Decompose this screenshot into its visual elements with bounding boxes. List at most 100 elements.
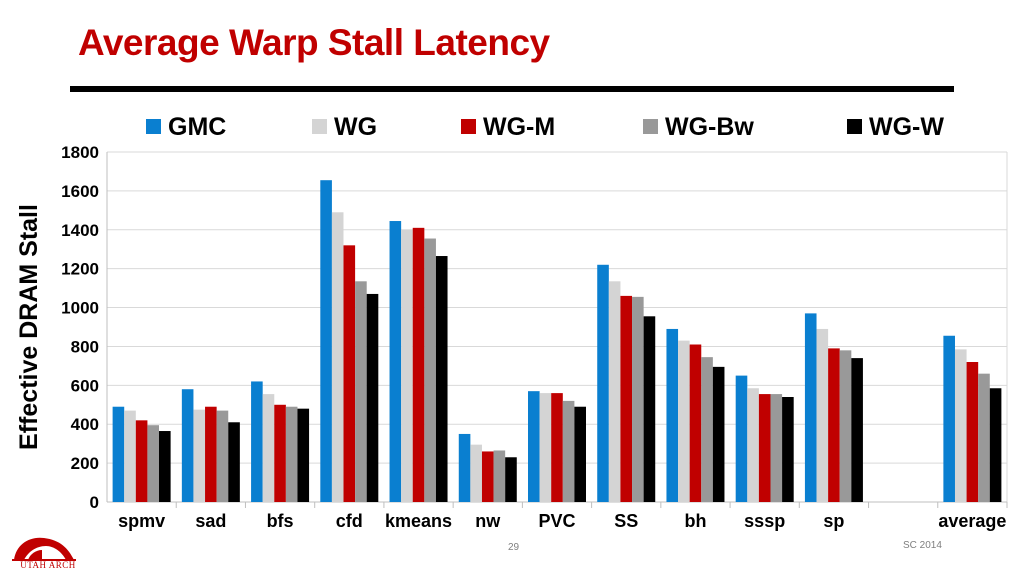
bar [355,281,367,502]
x-tick-label: bh [684,511,706,531]
legend-swatch [312,119,327,134]
page-number: 29 [508,542,520,553]
x-tick-label: sssp [744,511,785,531]
bar [989,388,1002,502]
y-tick-label: 1800 [61,143,99,162]
x-tick-label: kmeans [385,511,452,531]
chart-bars [112,180,1002,503]
bar [401,229,413,502]
x-tick-label: sad [195,511,226,531]
bar [828,348,840,502]
bar-chart: GMC WG WG-M WG-Bw WG-W 0 200 400 600 800 1000 1200… [15,113,1008,531]
bar [262,394,275,502]
bar [943,335,955,502]
utah-arch-logo [12,537,76,561]
legend-label: WG-M [483,113,555,141]
bar [804,313,817,502]
chart-legend: GMC WG WG-M WG-Bw WG-W [146,113,944,141]
bar [574,406,586,502]
bar [181,389,194,502]
bar [747,388,759,502]
bar [481,451,494,502]
bar [285,406,298,502]
bar [424,238,436,502]
bar [816,328,829,502]
bar [366,293,379,502]
bar [954,349,967,502]
bar [758,394,771,502]
bar [274,404,286,502]
x-tick-label: PVC [538,511,575,531]
y-axis-ticks: 0 200 400 600 800 1000 1200 1400 1600 1800 [61,143,99,512]
bar [159,431,171,502]
x-tick-label: nw [475,511,501,531]
x-tick-label: average [938,511,1006,531]
bar [470,444,482,502]
y-tick-label: 600 [71,376,99,395]
bar [562,400,575,502]
legend-label: WG-Bw [665,113,754,141]
legend-swatch [461,119,476,134]
bar [389,221,402,502]
x-tick-label: SS [614,511,638,531]
bar [666,328,679,502]
logo-text: UTAH ARCH [20,560,76,570]
legend-swatch [146,119,161,134]
bar [770,394,783,502]
x-axis-ticks: spmv sad bfs cfd kmeans nw PVC SS bh sssp sp averag… [118,502,1008,531]
x-tick-label: spmv [118,511,165,531]
x-tick-label: sp [823,511,844,531]
legend-swatch [643,119,658,134]
bar [839,350,852,502]
y-tick-label: 1200 [61,260,99,279]
bar [712,366,725,502]
x-tick-label: bfs [267,511,294,531]
bar [632,296,644,502]
bar [458,433,471,502]
y-tick-label: 200 [71,454,99,473]
slide-title: Average Warp Stall Latency [78,22,550,63]
x-tick-label: cfd [336,511,363,531]
conference-label: SC 2014 [903,540,942,551]
legend-label: WG-W [869,113,944,141]
bar [216,410,229,502]
bar [539,393,552,502]
bar [320,180,332,502]
bar [643,316,656,502]
bar [135,420,148,502]
title-divider [70,86,954,92]
bar [251,381,263,502]
bar [620,295,633,502]
bar [597,264,609,502]
bar [689,344,702,502]
bar [297,408,310,502]
bar [112,406,125,502]
bar [851,358,863,502]
bar [343,245,356,503]
bar [493,450,506,502]
y-axis-label: Effective DRAM Stall [15,204,43,450]
bar [205,406,217,502]
bar [782,397,794,502]
y-tick-label: 1600 [61,182,99,201]
bar [331,212,344,502]
legend-swatch [847,119,862,134]
bar [978,373,990,502]
bar [228,422,240,502]
bar [678,340,690,502]
bar [528,391,540,502]
legend-label: WG [334,113,377,141]
bar [147,425,160,502]
y-tick-label: 800 [71,337,99,356]
y-tick-label: 1400 [61,221,99,240]
bar [435,256,448,502]
bar [505,457,517,502]
legend-label: GMC [168,113,226,141]
bar [701,357,713,502]
y-tick-label: 1000 [61,299,99,318]
bar [193,409,206,502]
bar [412,227,425,503]
bar [124,410,136,502]
bar [551,393,563,502]
bar [735,375,748,502]
